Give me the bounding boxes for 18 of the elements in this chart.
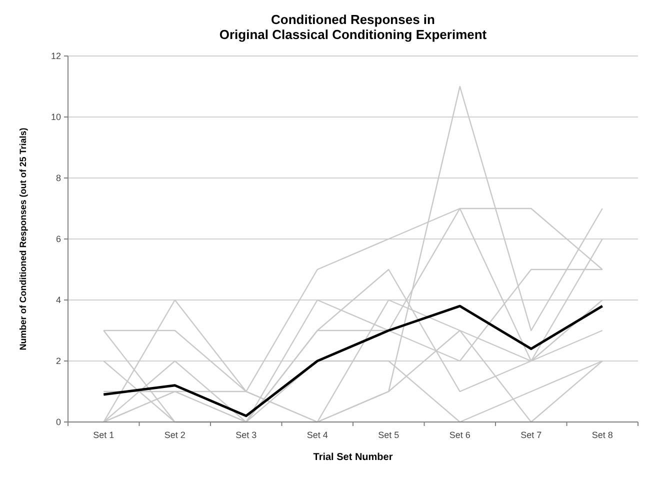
x-tick-label: Set 8	[592, 430, 613, 440]
x-tick-label: Set 7	[520, 430, 542, 440]
y-tick-label: 8	[56, 173, 61, 184]
y-tick-label: 10	[50, 112, 61, 122]
y-tick-label: 4	[56, 295, 61, 306]
y-tick-label: 2	[56, 356, 61, 366]
y-tick-label: 0	[56, 417, 61, 428]
y-tick-label: 6	[56, 234, 61, 244]
x-tick-label: Set 4	[306, 430, 328, 440]
y-tick-label: 12	[50, 51, 61, 62]
x-tick-label: Set 6	[449, 430, 470, 440]
x-tick-label: Set 1	[93, 430, 114, 440]
x-axis-title: Trial Set Number	[313, 452, 393, 463]
y-axis-title: Number of Conditioned Responses (out of 25 Trials)	[18, 128, 28, 350]
x-tick-label: Set 2	[164, 430, 186, 440]
chart-title: Conditioned Responses in Original Classical Conditioning Experiment	[219, 12, 488, 42]
x-tick-label: Set 3	[236, 430, 257, 440]
x-tick-label: Set 5	[378, 430, 400, 440]
